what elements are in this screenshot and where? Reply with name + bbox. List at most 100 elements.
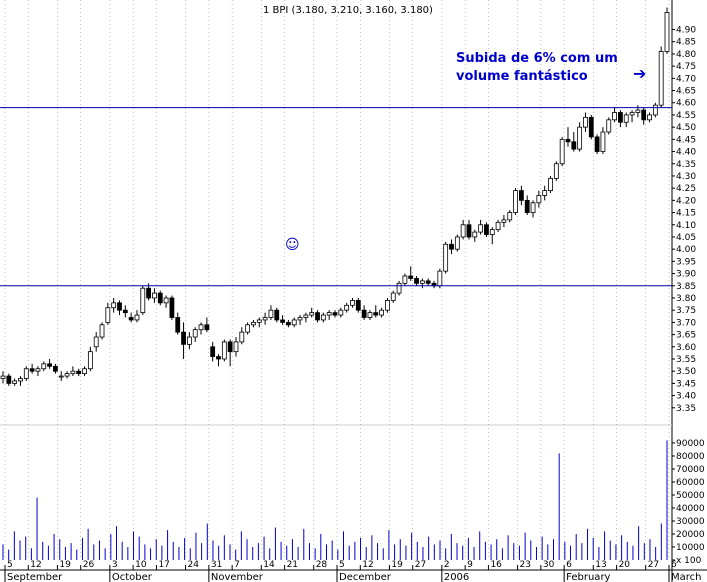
candle [466, 219, 472, 240]
x-day-label: 7 [234, 560, 240, 570]
candle-body-up [320, 314, 326, 321]
x-month-label: February [566, 572, 610, 582]
candle-body-up [437, 270, 443, 287]
candle [99, 322, 105, 340]
candle-body-down [286, 321, 291, 326]
volume-tick-label: x 100 [676, 556, 702, 566]
candle-body-up [64, 373, 70, 377]
candle-body-up [612, 112, 617, 121]
candle-body-up [134, 314, 140, 321]
candle [600, 127, 606, 154]
candle-body-up [198, 324, 204, 331]
x-day-label: 6 [566, 560, 572, 570]
price-tick-label: 3.55 [676, 355, 696, 365]
candle [256, 317, 262, 328]
candle [641, 107, 647, 125]
candle-body-up [454, 236, 460, 250]
x-month-label: March [671, 572, 701, 582]
candle-body-up [530, 202, 536, 213]
candle-body-up [239, 331, 245, 343]
candle [198, 322, 204, 335]
candle [577, 122, 583, 152]
candle [355, 297, 361, 313]
candle-body-down [157, 292, 163, 304]
x-day-label: 27 [648, 560, 659, 570]
candle [286, 319, 291, 328]
candle-body-up [140, 287, 146, 314]
candle-body-down [204, 324, 210, 331]
candle-body-down [274, 309, 280, 321]
candle-body-up [303, 314, 309, 318]
candle-body-down [408, 275, 414, 279]
candle [390, 290, 396, 303]
candle [76, 368, 82, 377]
candle [635, 105, 641, 118]
candle [379, 307, 384, 318]
candle-body-down [216, 356, 221, 360]
candle [6, 373, 12, 386]
candle [559, 136, 565, 167]
candle-body-up [583, 116, 588, 128]
volume-tick-label: 90000 [676, 439, 705, 449]
price-tick-label: 4.10 [676, 221, 696, 231]
candle-body-down [169, 297, 175, 318]
candle [414, 276, 419, 286]
candle [629, 110, 635, 123]
candle [297, 315, 303, 325]
candle-body-up [652, 104, 658, 116]
candle-body-down [594, 136, 600, 152]
x-day-label: 5 [7, 560, 13, 570]
candle-body-up [402, 275, 408, 284]
candle [419, 278, 425, 289]
candle-body-down [355, 300, 361, 311]
candle-body-up [245, 324, 251, 333]
candle [344, 302, 350, 313]
candle [332, 310, 338, 318]
candle [664, 7, 670, 54]
price-tick-label: 4.65 [676, 87, 696, 97]
candle [542, 185, 548, 201]
price-tick-label: 3.85 [676, 282, 696, 292]
candlestick-series [0, 7, 670, 386]
x-day-label: 13 [595, 560, 606, 570]
candle [280, 315, 285, 325]
candle-body-up [291, 319, 297, 326]
candle-body-down [117, 302, 122, 311]
price-tick-label: 4.50 [676, 123, 696, 133]
candle [105, 302, 111, 325]
candle-body-down [518, 190, 524, 201]
candle-body-up [111, 302, 117, 309]
x-day-label: 24 [188, 560, 200, 570]
candle [449, 239, 454, 255]
candle-body-down [6, 375, 12, 384]
price-tick-label: 3.45 [676, 379, 696, 389]
candle-body-up [577, 126, 583, 150]
arrow-right-icon: ➔ [633, 64, 646, 83]
x-day-label: 31 [211, 560, 222, 570]
volume-tick-label: 10000 [676, 543, 705, 553]
candle [350, 297, 355, 308]
candle-body-up [367, 312, 373, 318]
x-day-label: 20 [619, 560, 631, 570]
price-tick-label: 4.45 [676, 135, 696, 145]
candle [23, 366, 29, 381]
volume-tick-label: 40000 [676, 504, 705, 514]
candle [122, 305, 128, 318]
candle-body-up [548, 177, 553, 191]
candle-body-up [12, 380, 18, 384]
x-day-label: 30 [543, 560, 555, 570]
price-tick-label: 4.05 [676, 233, 696, 243]
candle [12, 378, 18, 386]
x-day-label: 9 [467, 560, 473, 570]
candle [402, 273, 408, 286]
candle-body-down [47, 363, 52, 367]
candle [181, 322, 186, 359]
candle [93, 332, 99, 352]
volume-tick-label: 20000 [676, 530, 705, 540]
candle [361, 305, 367, 320]
x-day-label: 14 [263, 560, 275, 570]
candle-body-up [635, 109, 641, 113]
volume-series [2, 440, 668, 560]
candle-body-up [536, 195, 542, 204]
candle-body-up [152, 292, 157, 299]
